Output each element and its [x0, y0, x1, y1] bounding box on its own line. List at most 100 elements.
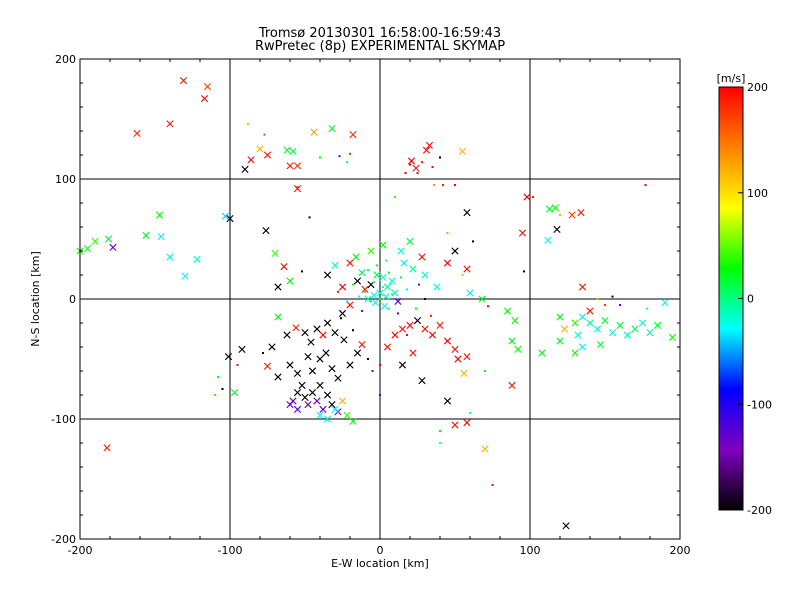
- data-point-cross: [301, 393, 309, 401]
- data-point-cross: [203, 83, 212, 91]
- data-point-dot: [379, 298, 381, 300]
- data-point-cross: [289, 147, 297, 155]
- data-point-cross: [428, 331, 437, 339]
- data-point-cross: [343, 411, 351, 419]
- data-point-cross: [421, 325, 429, 333]
- data-point-cross: [361, 285, 369, 293]
- data-point-cross: [503, 307, 512, 315]
- y-tick-label: 100: [55, 173, 76, 186]
- data-point-dot: [338, 155, 341, 158]
- data-point-dot: [382, 286, 384, 288]
- data-point-cross: [451, 247, 459, 255]
- data-point-cross: [323, 415, 332, 423]
- x-tick-label: 200: [670, 544, 691, 557]
- data-point-cross: [443, 397, 452, 405]
- data-point-cross: [316, 381, 324, 389]
- y-axis-label: N-S location [km]: [29, 251, 42, 347]
- data-point-cross: [331, 405, 339, 413]
- data-point-cross: [310, 128, 318, 136]
- data-point-cross: [155, 211, 164, 219]
- data-point-cross: [571, 319, 579, 327]
- data-point-dot: [364, 290, 366, 293]
- data-point-cross: [109, 243, 117, 251]
- data-point-cross: [586, 319, 594, 327]
- data-point-cross: [308, 389, 317, 397]
- data-point-dot: [400, 276, 402, 279]
- data-point-cross: [308, 367, 317, 375]
- data-point-dot: [394, 196, 396, 198]
- data-point-cross: [379, 241, 387, 249]
- data-point-dot: [442, 184, 444, 186]
- data-point-cross: [166, 120, 174, 128]
- data-point-dot: [221, 388, 224, 390]
- colorbar-tick-label: 100: [747, 187, 768, 200]
- data-point-dot: [421, 161, 423, 164]
- data-point-cross: [653, 321, 662, 329]
- data-point-cross: [346, 301, 354, 309]
- data-point-cross: [380, 302, 389, 310]
- y-tick-label: -100: [51, 413, 76, 426]
- data-point-cross: [460, 369, 468, 377]
- data-point-cross: [316, 355, 324, 363]
- data-point-dot: [352, 283, 354, 286]
- data-point-dot: [472, 240, 474, 243]
- data-point-dot: [424, 298, 426, 300]
- data-point-cross: [338, 397, 347, 405]
- data-point-cross: [400, 259, 408, 267]
- data-point-cross: [562, 522, 570, 530]
- data-point-cross: [616, 321, 624, 329]
- data-point-cross: [247, 156, 255, 164]
- data-point-dot: [559, 214, 561, 216]
- data-point-dot: [461, 274, 464, 276]
- data-point-dot: [340, 317, 342, 320]
- data-point-dot: [523, 270, 525, 273]
- data-point-cross: [376, 289, 384, 297]
- data-point-dot: [352, 329, 354, 332]
- colorbar-tick-label: -100: [747, 398, 772, 411]
- data-point-dot: [358, 295, 360, 298]
- data-point-cross: [221, 212, 230, 220]
- data-point-cross: [608, 329, 617, 337]
- data-point-cross: [568, 211, 576, 219]
- data-point-cross: [293, 389, 302, 397]
- data-point-dot: [349, 152, 351, 155]
- data-point-dot: [296, 186, 299, 189]
- data-point-dot: [431, 166, 434, 168]
- data-point-cross: [418, 377, 426, 385]
- data-point-dot: [301, 270, 303, 273]
- data-point-dot: [319, 156, 321, 159]
- data-point-cross: [391, 331, 399, 339]
- data-point-cross: [83, 245, 92, 253]
- data-point-cross: [398, 325, 407, 333]
- data-point-cross: [274, 283, 282, 291]
- y-tick-label: -200: [51, 533, 76, 546]
- data-point-dot: [406, 288, 408, 291]
- data-point-cross: [463, 419, 471, 427]
- data-point-cross: [556, 313, 564, 321]
- data-point-cross: [443, 259, 452, 267]
- colorbar-tick-label: 200: [747, 81, 768, 94]
- data-point-cross: [274, 373, 282, 381]
- data-point-cross: [358, 269, 366, 277]
- data-point-cross: [286, 401, 294, 409]
- data-point-cross: [280, 263, 288, 271]
- data-point-cross: [313, 397, 321, 405]
- colorbar-tick-label: -200: [747, 504, 772, 517]
- data-point-cross: [523, 193, 531, 201]
- points-layer: [76, 77, 677, 530]
- data-point-cross: [353, 349, 362, 357]
- data-point-cross: [661, 299, 669, 307]
- data-point-cross: [631, 325, 639, 333]
- data-point-dot: [416, 172, 419, 174]
- data-point-cross: [331, 329, 339, 337]
- data-point-cross: [436, 321, 444, 329]
- data-point-dot: [373, 281, 375, 284]
- data-point-cross: [668, 333, 677, 341]
- data-point-cross: [334, 374, 342, 382]
- data-point-cross: [104, 235, 113, 243]
- data-point-cross: [508, 337, 516, 345]
- data-point-cross: [518, 229, 527, 237]
- chart-title: Tromsø 20130301 16:58:00-16:59:43: [258, 26, 502, 41]
- data-point-cross: [323, 391, 332, 399]
- data-point-dot: [397, 312, 399, 315]
